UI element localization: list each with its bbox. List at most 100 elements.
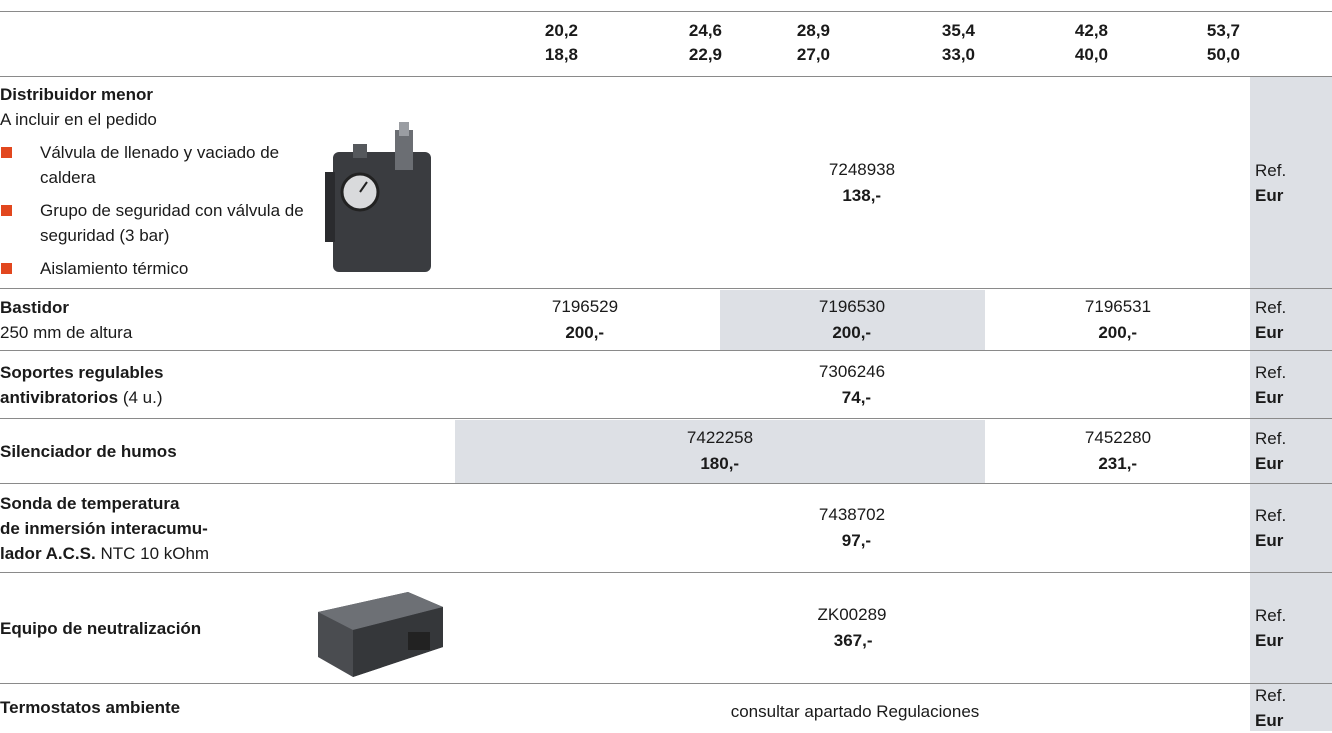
price-label: Eur (1255, 708, 1325, 733)
header-value: 27,0 (797, 43, 830, 67)
title-line: Sonda de temperatura (0, 491, 460, 516)
header-value: 22,9 (689, 43, 722, 67)
ref-number: 7306246 (819, 359, 885, 385)
price-label: Eur (1255, 320, 1325, 345)
price: 97,- (819, 528, 885, 554)
header-value: 42,8 (1075, 19, 1108, 43)
ref-number: 7438702 (819, 502, 885, 528)
ref-label: Ref. (1255, 603, 1325, 628)
ref-number: ZK00289 (818, 602, 887, 628)
subtitle: 250 mm de altura (0, 320, 460, 345)
ref-number: 7248938 (829, 157, 895, 183)
price-label: Eur (1255, 528, 1325, 553)
header-value: 20,2 (545, 19, 578, 43)
price: 231,- (1085, 451, 1151, 477)
title-line: Soportes regulables (0, 360, 460, 385)
price-label: Eur (1255, 183, 1325, 208)
labels: Ref.Eur (1255, 684, 1325, 731)
labels: Ref.Eur (1255, 77, 1325, 288)
rule (0, 76, 1332, 77)
title: Equipo de neutralización (0, 619, 201, 638)
row-heading: Sonda de temperatura de inmersión interac… (0, 484, 460, 572)
bullet-item: Válvula de llenado y vaciado de caldera (0, 140, 305, 190)
price: 367,- (818, 628, 887, 654)
row-heading: Termostatos ambiente (0, 684, 460, 731)
title-note: NTC 10 kOhm (100, 544, 209, 563)
price: 74,- (819, 385, 885, 411)
ref-label: Ref. (1255, 360, 1325, 385)
ref-label: Ref. (1255, 683, 1325, 708)
title: Sonda de temperatura (0, 494, 180, 513)
header-value: 50,0 (1207, 43, 1240, 67)
title: lador A.C.S. (0, 544, 96, 563)
header-column: 53,750,0 (1207, 19, 1240, 67)
title: de inmersión interacumu- (0, 519, 208, 538)
header-value: 33,0 (942, 43, 975, 67)
header-value: 35,4 (942, 19, 975, 43)
ref-number: 7196530 (819, 294, 885, 320)
price: 138,- (829, 183, 895, 209)
title-line: antivibratorios (4 u.) (0, 385, 460, 410)
header-value: 40,0 (1075, 43, 1108, 67)
price: 180,- (687, 451, 753, 477)
price-cell: 7196530200,- (819, 294, 885, 346)
title-line: lador A.C.S. NTC 10 kOhm (0, 541, 460, 566)
ref-label: Ref. (1255, 426, 1325, 451)
title-line: Silenciador de humos (0, 439, 460, 464)
price-cell: 7422258180,- (687, 425, 753, 477)
ref-label: Ref. (1255, 503, 1325, 528)
title: Termostatos ambiente (0, 698, 180, 717)
price-label: Eur (1255, 385, 1325, 410)
title: Silenciador de humos (0, 442, 177, 461)
ref-number: 7452280 (1085, 425, 1151, 451)
title-line: Equipo de neutralización (0, 616, 460, 641)
title-line: Termostatos ambiente (0, 695, 460, 720)
page: {"header": {"columns": [["20,2", "18,8"]… (0, 0, 1332, 731)
row-heading: Silenciador de humos (0, 419, 460, 483)
bullet-item: Grupo de seguridad con válvula de seguri… (0, 198, 305, 248)
row-heading: Equipo de neutralización (0, 573, 460, 683)
bullet-item: Aislamiento térmico (0, 256, 305, 281)
title: Distribuidor menor (0, 85, 153, 104)
header-column: 42,840,0 (1075, 19, 1108, 67)
title: antivibratorios (0, 388, 118, 407)
title: Bastidor (0, 298, 69, 317)
labels: Ref.Eur (1255, 484, 1325, 572)
ref-label: Ref. (1255, 158, 1325, 183)
title-note: (4 u.) (123, 388, 163, 407)
price: 200,- (552, 320, 618, 346)
rule (0, 11, 1332, 12)
title: Soportes regulables (0, 363, 163, 382)
title-line: Bastidor (0, 295, 460, 320)
price-label: Eur (1255, 451, 1325, 476)
header-value: 28,9 (797, 19, 830, 43)
ref-number: 7196529 (552, 294, 618, 320)
price-label: Eur (1255, 628, 1325, 653)
subtitle: A incluir en el pedido (0, 107, 460, 132)
labels: Ref.Eur (1255, 419, 1325, 483)
labels: Ref.Eur (1255, 351, 1325, 418)
header-value: 18,8 (545, 43, 578, 67)
row-heading: Soportes regulables antivibratorios (4 u.… (0, 351, 460, 418)
note: consultar apartado Regulaciones (731, 699, 980, 725)
ref-number: 7196531 (1085, 294, 1151, 320)
labels: Ref.Eur (1255, 289, 1325, 350)
header-value: 24,6 (689, 19, 722, 43)
header-value: 53,7 (1207, 19, 1240, 43)
labels: Ref.Eur (1255, 573, 1325, 683)
title-line: de inmersión interacumu- (0, 516, 460, 541)
ref-label: Ref. (1255, 295, 1325, 320)
price: 200,- (1085, 320, 1151, 346)
price: 200,- (819, 320, 885, 346)
